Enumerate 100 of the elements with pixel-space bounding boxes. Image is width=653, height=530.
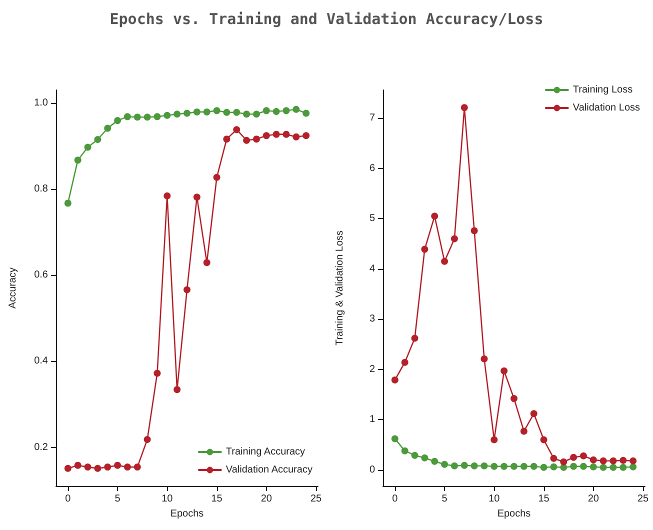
point bbox=[450, 235, 458, 242]
point bbox=[460, 104, 468, 112]
point bbox=[570, 454, 578, 461]
point bbox=[272, 108, 280, 116]
point bbox=[243, 136, 250, 144]
point bbox=[193, 194, 200, 201]
y-tick-label: 5 bbox=[369, 213, 376, 224]
point bbox=[134, 114, 141, 121]
point bbox=[470, 462, 478, 470]
point bbox=[391, 376, 398, 384]
point bbox=[124, 464, 131, 471]
point bbox=[450, 462, 458, 470]
point bbox=[490, 436, 498, 444]
point bbox=[441, 258, 448, 265]
point bbox=[550, 454, 558, 462]
point bbox=[233, 108, 240, 116]
point bbox=[104, 464, 112, 471]
legend-label: Validation Accuracy bbox=[226, 464, 312, 476]
point bbox=[421, 246, 428, 253]
point bbox=[530, 410, 538, 418]
y-tick-label: 0.2 bbox=[34, 442, 48, 453]
point bbox=[630, 457, 637, 464]
point bbox=[500, 367, 508, 374]
point bbox=[243, 110, 250, 118]
x-tick-label: 20 bbox=[588, 494, 600, 504]
point bbox=[94, 464, 102, 472]
x-tick-label: 5 bbox=[442, 494, 448, 504]
point bbox=[184, 286, 190, 294]
point bbox=[64, 464, 72, 472]
point bbox=[213, 107, 220, 114]
x-tick-label: 20 bbox=[260, 494, 272, 504]
point bbox=[252, 136, 260, 143]
point bbox=[480, 355, 488, 362]
y-tick-label: 1 bbox=[369, 414, 376, 426]
point bbox=[144, 436, 151, 444]
point bbox=[610, 457, 617, 464]
point bbox=[154, 113, 161, 120]
point bbox=[490, 462, 498, 470]
x-tick-label: 0 bbox=[392, 494, 398, 504]
point bbox=[184, 110, 190, 117]
point bbox=[391, 435, 398, 442]
point bbox=[262, 132, 270, 140]
x-tick-label: 25 bbox=[637, 494, 650, 504]
point bbox=[460, 462, 468, 469]
point bbox=[282, 107, 290, 114]
y-tick-label: 0 bbox=[369, 464, 376, 476]
point bbox=[620, 456, 627, 464]
y-tick-label: 4 bbox=[369, 263, 376, 274]
point bbox=[431, 458, 438, 465]
point bbox=[174, 110, 181, 118]
point bbox=[510, 462, 518, 470]
point bbox=[600, 464, 607, 471]
x-tick-label: 15 bbox=[211, 494, 223, 504]
x-tick-label: 15 bbox=[538, 494, 550, 504]
y-tick-label: 3 bbox=[369, 314, 376, 325]
point bbox=[84, 464, 92, 471]
point bbox=[262, 107, 270, 114]
point bbox=[252, 110, 260, 118]
point bbox=[64, 200, 72, 207]
point bbox=[510, 395, 518, 402]
point bbox=[620, 464, 627, 471]
point bbox=[144, 114, 151, 121]
point bbox=[124, 113, 131, 120]
point bbox=[401, 358, 408, 366]
point bbox=[520, 428, 528, 435]
point bbox=[114, 462, 122, 469]
y-tick-label: 0.4 bbox=[34, 356, 48, 367]
y-tick-label: 6 bbox=[369, 162, 376, 174]
y-tick-label: 7 bbox=[369, 112, 376, 124]
point bbox=[520, 462, 528, 470]
point bbox=[570, 462, 578, 470]
point bbox=[74, 462, 82, 469]
point bbox=[193, 108, 200, 116]
point bbox=[480, 462, 488, 470]
point bbox=[154, 370, 161, 377]
x-tick-label: 10 bbox=[488, 494, 500, 504]
point bbox=[164, 192, 171, 200]
legend-label: Validation Loss bbox=[572, 102, 640, 114]
point bbox=[203, 259, 210, 266]
point bbox=[441, 460, 448, 468]
point bbox=[550, 463, 558, 470]
legend-label: Training Loss bbox=[572, 84, 633, 96]
point bbox=[540, 464, 548, 471]
point bbox=[302, 110, 310, 117]
point bbox=[203, 108, 210, 116]
point bbox=[302, 132, 310, 140]
legend-label: Training Accuracy bbox=[226, 446, 306, 458]
x-tick-label: 10 bbox=[162, 494, 174, 504]
point bbox=[421, 454, 428, 462]
point bbox=[500, 462, 508, 470]
point bbox=[630, 463, 637, 470]
point bbox=[580, 452, 587, 460]
point bbox=[610, 464, 617, 471]
point bbox=[272, 130, 280, 138]
point bbox=[411, 452, 418, 459]
point bbox=[540, 436, 548, 444]
point bbox=[174, 386, 181, 394]
point bbox=[213, 174, 220, 181]
point bbox=[292, 133, 300, 140]
point bbox=[580, 462, 587, 470]
